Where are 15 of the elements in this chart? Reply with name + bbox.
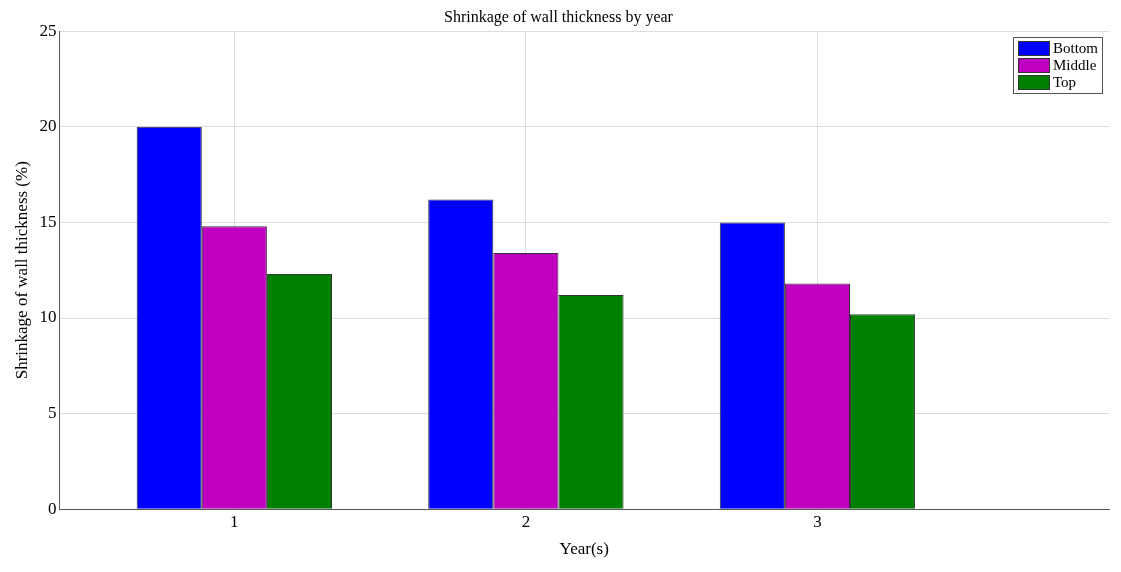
legend-label: Middle [1052, 57, 1097, 75]
x-tick-label: 3 [813, 511, 822, 531]
y-tick-label: 0 [47, 498, 57, 518]
legend-label: Top [1052, 74, 1077, 92]
y-tick-label: 25 [39, 20, 57, 40]
x-axis-title: Year(s) [559, 539, 609, 559]
chart-title: Shrinkage of wall thickness by year [444, 7, 674, 26]
y-tick-label: 20 [39, 116, 57, 136]
y-axis-title: Shrinkage of wall thickness (%) [11, 161, 31, 380]
y-tick-label: 5 [47, 403, 57, 423]
y-tick-label: 15 [39, 211, 57, 231]
y-tick-label: 10 [39, 307, 57, 327]
x-tick-label: 2 [521, 511, 531, 531]
x-tick-label: 1 [230, 511, 239, 531]
legend-label: Bottom [1052, 40, 1098, 58]
